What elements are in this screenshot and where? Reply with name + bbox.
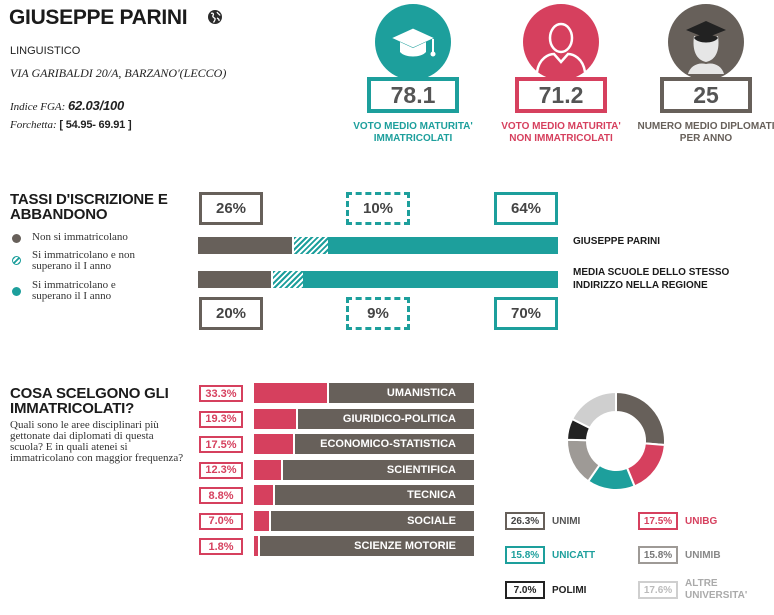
discipline-label: GIURIDICO-POLITICA <box>298 408 474 429</box>
university-name: UNIBG <box>685 516 718 527</box>
enrollment-title-line2: ABBANDONO <box>10 206 108 223</box>
discipline-label: SCIENTIFICA <box>283 459 474 480</box>
university-pct: 15.8% <box>505 546 545 564</box>
school-stacked-bar <box>198 237 558 254</box>
legend-text-dropout: Si immatricolano e non superano il I ann… <box>32 249 135 272</box>
discipline-pct: 19.3% <box>199 410 243 428</box>
kpi-circle-immatricolati <box>375 4 451 80</box>
discipline-bar-value <box>254 510 270 531</box>
university-pct: 15.8% <box>638 546 678 564</box>
disciplines-question: Quali sono le aree disciplinari più gett… <box>10 419 184 464</box>
school-pct-dropout: 10% <box>346 192 410 225</box>
discipline-label: SOCIALE <box>271 510 474 531</box>
legend-text-not-enrolled: Non si immatricolano <box>32 231 128 243</box>
discipline-pct: 17.5% <box>199 436 243 453</box>
discipline-bar-value <box>254 434 293 454</box>
legend-text-passed: Si immatricolano e superano il I anno <box>32 279 116 302</box>
region-segment-not-enrolled <box>198 271 271 288</box>
discipline-bar-value <box>254 383 328 403</box>
discipline-bar-value <box>254 536 258 556</box>
graduation-cap-icon <box>389 27 437 57</box>
university-name: UNIMI <box>552 516 581 527</box>
fork-value: [ 54.95- 69.91 ] <box>59 119 132 131</box>
globe-icon[interactable] <box>207 9 223 25</box>
discipline-label: TECNICA <box>275 485 474 505</box>
fga-index: Indice FGA: 62.03/100 <box>10 98 124 113</box>
discipline-pct: 8.8% <box>199 487 243 504</box>
school-address: VIA GARIBALDI 20/A, BARZANO'(LECCO) <box>10 66 227 80</box>
university-name: UNIMIB <box>685 550 721 561</box>
university-pct: 17.5% <box>638 512 678 530</box>
university-name: UNICATT <box>552 550 596 561</box>
region-pct-passed: 70% <box>494 297 558 330</box>
university-name: ALTRE UNIVERSITA' <box>685 578 748 601</box>
universities-legend: 26.3% UNIMI 17.5% UNIBG 15.8% UNICATT 15.8% UNI… <box>505 512 770 612</box>
school-type: LINGUISTICO <box>10 45 81 57</box>
kpi-circle-diplomati <box>668 4 744 80</box>
school-pct-not-enrolled: 26% <box>199 192 263 225</box>
enrollment-title: TASSI D'ISCRIZIONE E ABBANDONO <box>10 192 168 222</box>
school-segment-not-enrolled <box>198 237 292 254</box>
school-segment-passed <box>327 237 558 254</box>
graduate-person-icon <box>686 21 726 74</box>
donut-slice-unimi <box>615 390 666 447</box>
discipline-pct: 1.8% <box>199 538 243 555</box>
kpi-value-immatricolati: 78.1 <box>367 77 459 113</box>
discipline-bar-value <box>254 459 282 480</box>
discipline-bar-value <box>254 408 297 429</box>
disciplines-title-line2: IMMATRICOLATI? <box>10 400 135 417</box>
region-bar-label: MEDIA SCUOLE DELLO STESSO INDIRIZZO NELL… <box>573 267 730 291</box>
fork-label: Forchetta: <box>10 119 57 131</box>
region-segment-passed <box>303 271 558 288</box>
discipline-pct: 7.0% <box>199 512 243 530</box>
school-bar-label: GIUSEPPE PARINI <box>573 236 661 247</box>
disciplines-title: COSA SCELGONO GLI IMMATRICOLATI? <box>10 386 169 416</box>
fga-label: Indice FGA: <box>10 101 66 113</box>
university-pct: 26.3% <box>505 512 545 530</box>
discipline-label: ECONOMICO-STATISTICA <box>294 434 474 454</box>
kpi-value-non-immatricolati: 71.2 <box>515 77 607 113</box>
university-pct: 7.0% <box>505 581 545 599</box>
school-pct-passed: 64% <box>494 192 558 225</box>
discipline-bar-value <box>254 485 274 505</box>
region-stacked-bar <box>198 271 558 288</box>
legend-dot-dropout <box>12 256 21 265</box>
discipline-pct: 12.3% <box>199 461 243 479</box>
region-pct-dropout: 9% <box>346 297 410 330</box>
legend-dot-not-enrolled <box>12 234 21 243</box>
kpi-value-diplomati: 25 <box>660 77 752 113</box>
kpi-label-immatricolati: VOTO MEDIO MATURITA' IMMATRICOLATI <box>353 121 473 144</box>
universities-donut-chart <box>565 390 666 491</box>
kpi-label-non-immatricolati: VOTO MEDIO MATURITA' NON IMMATRICOLATI <box>501 121 621 144</box>
disciplines-title-line1: COSA SCELGONO GLI <box>10 385 169 402</box>
person-icon <box>535 22 587 73</box>
fork-range: Forchetta: [ 54.95- 69.91 ] <box>10 119 132 131</box>
discipline-label: SCIENZE MOTORIE <box>259 536 474 556</box>
university-name: POLIMI <box>552 585 587 596</box>
kpi-circle-non-immatricolati <box>523 4 599 80</box>
school-name: GIUSEPPE PARINI <box>9 6 188 29</box>
disciplines-bars: 33.3% UMANISTICA 19.3% GIURIDICO-POLITICA 17… <box>199 383 475 559</box>
university-pct: 17.6% <box>638 581 678 599</box>
discipline-label: UMANISTICA <box>329 383 474 403</box>
discipline-pct: 33.3% <box>199 385 243 402</box>
enrollment-title-line1: TASSI D'ISCRIZIONE E <box>10 191 168 208</box>
region-segment-dropout <box>270 271 304 288</box>
fga-value: 62.03/100 <box>68 98 125 113</box>
kpi-label-diplomati: NUMERO MEDIO DIPLOMATI PER ANNO <box>637 121 774 144</box>
legend-dot-passed <box>12 287 21 296</box>
region-pct-not-enrolled: 20% <box>199 297 263 330</box>
school-segment-dropout <box>291 237 328 254</box>
donut-slice-altre-universita <box>570 390 617 430</box>
